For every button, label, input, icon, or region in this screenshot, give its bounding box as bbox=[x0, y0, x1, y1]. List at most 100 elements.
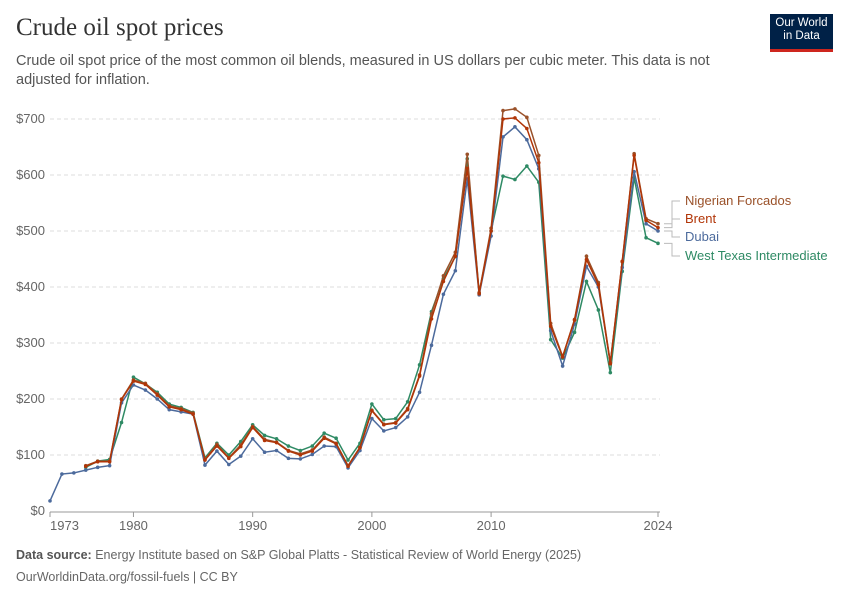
data-point bbox=[322, 431, 326, 435]
legend-connector bbox=[664, 200, 680, 225]
y-tick-label: $200 bbox=[16, 391, 45, 406]
legend-label: Brent bbox=[685, 211, 716, 226]
data-point bbox=[501, 174, 505, 178]
data-point bbox=[274, 436, 279, 441]
data-point bbox=[536, 160, 541, 165]
data-point bbox=[382, 429, 386, 433]
data-point bbox=[560, 355, 565, 359]
data-point bbox=[560, 364, 565, 368]
data-point bbox=[441, 274, 446, 278]
data-point bbox=[191, 412, 195, 416]
data-point bbox=[513, 116, 517, 120]
data-point bbox=[131, 375, 136, 379]
x-tick-label: 1980 bbox=[119, 518, 148, 533]
data-point bbox=[155, 397, 160, 401]
data-point bbox=[274, 440, 279, 445]
x-tick-label: 1990 bbox=[238, 518, 267, 533]
series-line-brent bbox=[85, 117, 659, 468]
y-tick-label: $400 bbox=[16, 279, 45, 294]
data-point bbox=[250, 425, 255, 430]
data-point bbox=[48, 499, 52, 503]
owid-logo[interactable]: Our World in Data bbox=[770, 14, 833, 52]
source-text[interactable]: Energy Institute based on S&P Global Pla… bbox=[95, 548, 582, 562]
data-point bbox=[513, 177, 517, 182]
data-point bbox=[298, 453, 303, 457]
data-point bbox=[107, 463, 112, 468]
data-point bbox=[548, 337, 553, 342]
data-point bbox=[536, 153, 541, 158]
data-point bbox=[95, 465, 100, 470]
x-tick-label: 2000 bbox=[357, 518, 386, 533]
data-point bbox=[393, 421, 398, 425]
data-point bbox=[596, 282, 601, 287]
data-point bbox=[501, 135, 505, 139]
legend-label: Dubai bbox=[685, 229, 719, 244]
data-point bbox=[60, 472, 64, 476]
footer-url[interactable]: OurWorldinData.org/fossil-fuels | CC BY bbox=[16, 570, 238, 584]
data-point bbox=[632, 169, 636, 174]
y-tick-label: $700 bbox=[16, 111, 45, 126]
y-tick-label: $300 bbox=[16, 335, 45, 350]
legend-connector bbox=[664, 242, 680, 257]
data-point bbox=[656, 221, 660, 226]
data-point bbox=[656, 225, 660, 230]
data-point bbox=[405, 407, 410, 412]
data-point bbox=[572, 318, 577, 322]
data-point bbox=[417, 390, 422, 395]
data-point bbox=[274, 448, 279, 453]
data-point bbox=[393, 425, 398, 430]
data-point bbox=[203, 458, 207, 462]
data-point bbox=[215, 449, 219, 453]
data-point bbox=[310, 444, 315, 448]
data-point bbox=[465, 152, 470, 157]
data-point bbox=[644, 235, 648, 240]
data-point bbox=[465, 166, 470, 171]
data-point bbox=[584, 257, 589, 262]
data-point bbox=[179, 407, 183, 412]
data-point bbox=[310, 449, 315, 453]
data-point bbox=[656, 241, 660, 246]
data-point bbox=[417, 363, 422, 367]
data-point bbox=[525, 126, 529, 131]
data-point bbox=[417, 374, 422, 378]
data-point bbox=[131, 383, 136, 387]
data-point bbox=[107, 459, 112, 464]
data-point bbox=[131, 379, 136, 383]
data-point bbox=[584, 279, 589, 284]
source-label: Data source: bbox=[16, 548, 92, 562]
data-point bbox=[370, 408, 374, 413]
legend-label: West Texas Intermediate bbox=[685, 248, 828, 263]
data-point bbox=[525, 115, 529, 120]
y-tick-label: $100 bbox=[16, 447, 45, 462]
data-point bbox=[644, 221, 648, 226]
data-point bbox=[608, 370, 613, 375]
x-tick-label: 2010 bbox=[477, 518, 506, 533]
data-point bbox=[656, 229, 660, 233]
data-point bbox=[298, 448, 303, 453]
data-point bbox=[453, 268, 458, 273]
data-point bbox=[334, 442, 338, 446]
data-point bbox=[155, 393, 160, 397]
data-point bbox=[620, 259, 625, 264]
data-point bbox=[370, 402, 374, 406]
data-point bbox=[119, 420, 124, 425]
data-point bbox=[489, 229, 493, 233]
y-tick-label: $500 bbox=[16, 223, 45, 238]
data-point bbox=[286, 444, 291, 448]
data-point bbox=[572, 330, 577, 335]
data-point bbox=[525, 137, 529, 142]
data-point bbox=[262, 438, 267, 443]
data-source: Data source: Energy Institute based on S… bbox=[16, 548, 581, 562]
data-point bbox=[548, 324, 553, 329]
data-point bbox=[596, 308, 601, 312]
x-tick-label: 1973 bbox=[50, 518, 79, 533]
data-point bbox=[501, 108, 505, 113]
series-line-dubai bbox=[49, 125, 659, 502]
legend-label: Nigerian Forcados bbox=[685, 193, 792, 208]
data-point bbox=[370, 416, 374, 421]
data-point bbox=[441, 292, 446, 297]
legend-connector bbox=[664, 218, 680, 229]
data-point bbox=[262, 433, 267, 438]
data-point bbox=[453, 254, 458, 258]
